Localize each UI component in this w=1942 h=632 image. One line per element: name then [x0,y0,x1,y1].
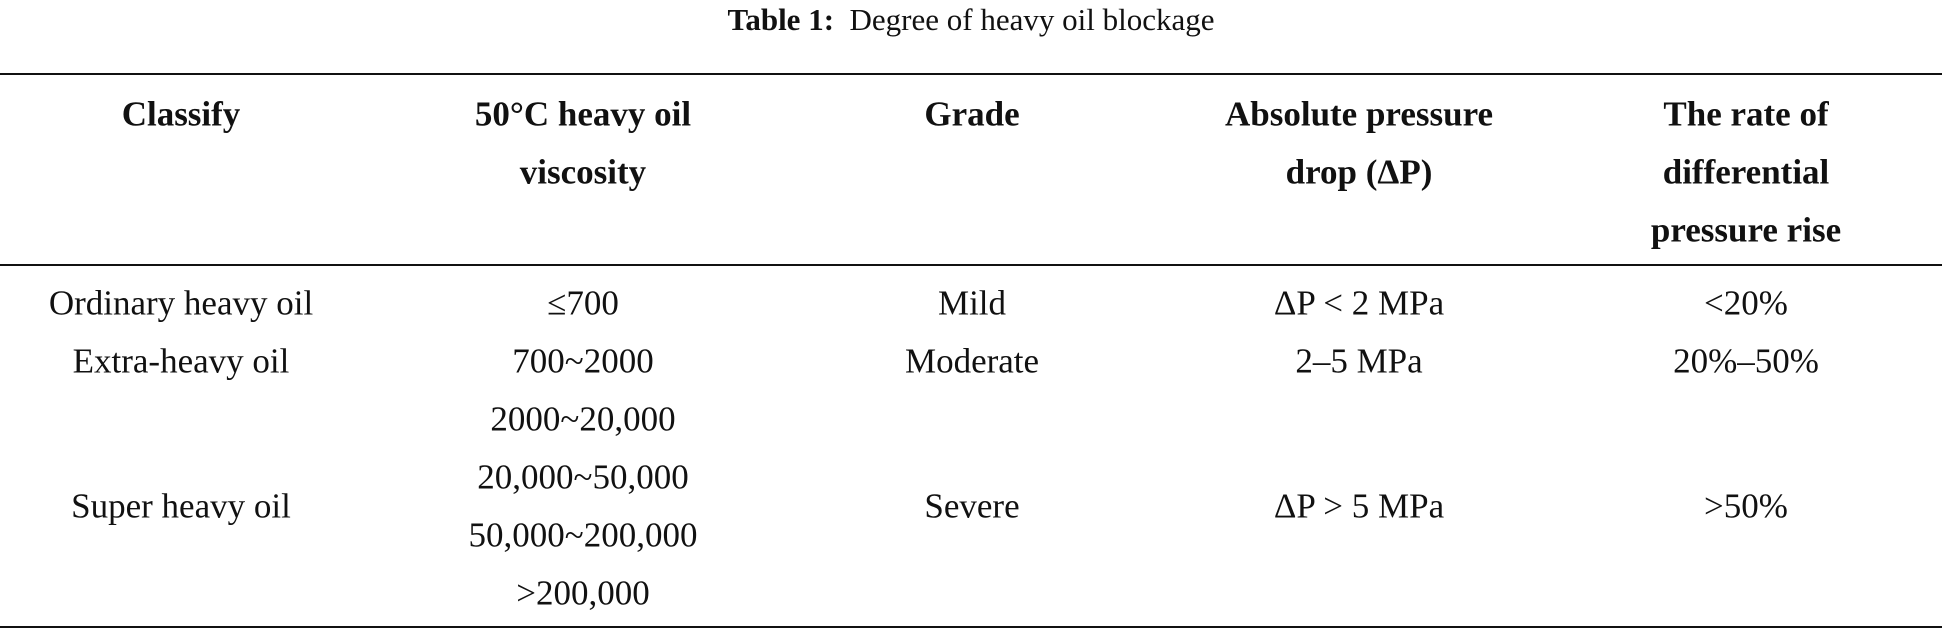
header-cell: The rate of [1663,94,1829,134]
body-cell: 2000~20,000 [490,399,676,439]
body-cell: Mild [937,283,1007,323]
body-cell: Super heavy oil [71,486,291,526]
header-cell: differential [1662,152,1830,192]
header-cell: Grade [924,94,1020,134]
body-cell: 20,000~50,000 [477,457,689,497]
body-cell: 700~2000 [512,341,654,381]
body-cell: 50,000~200,000 [468,515,698,555]
caption-label: Table 1: [727,2,835,37]
top-rule [0,73,1942,75]
header-cell: drop (ΔP) [1285,152,1433,192]
body-cell: ΔP > 5 MPa [1273,486,1445,526]
body-cell: 20%–50% [1673,341,1819,381]
header-cell: pressure rise [1650,210,1842,250]
body-cell: Severe [924,486,1020,526]
header-cell: 50°C heavy oil [474,94,692,134]
body-cell: >200,000 [516,573,650,613]
header-cell: Classify [121,94,241,134]
header-rule [0,264,1942,266]
body-cell: Moderate [904,341,1040,381]
bottom-rule [0,626,1942,628]
header-cell: viscosity [519,152,647,192]
body-cell: Ordinary heavy oil [48,283,314,323]
body-cell: <20% [1704,283,1788,323]
caption-text: Degree of heavy oil blockage [849,2,1215,37]
body-cell: 2–5 MPa [1295,341,1423,381]
body-cell: Extra-heavy oil [72,341,290,381]
body-cell: ΔP < 2 MPa [1273,283,1445,323]
body-cell: ≤700 [547,283,619,323]
table-caption: Table 1: Degree of heavy oil blockage [0,2,1942,38]
body-cell: >50% [1704,486,1788,526]
header-cell: Absolute pressure [1224,94,1494,134]
